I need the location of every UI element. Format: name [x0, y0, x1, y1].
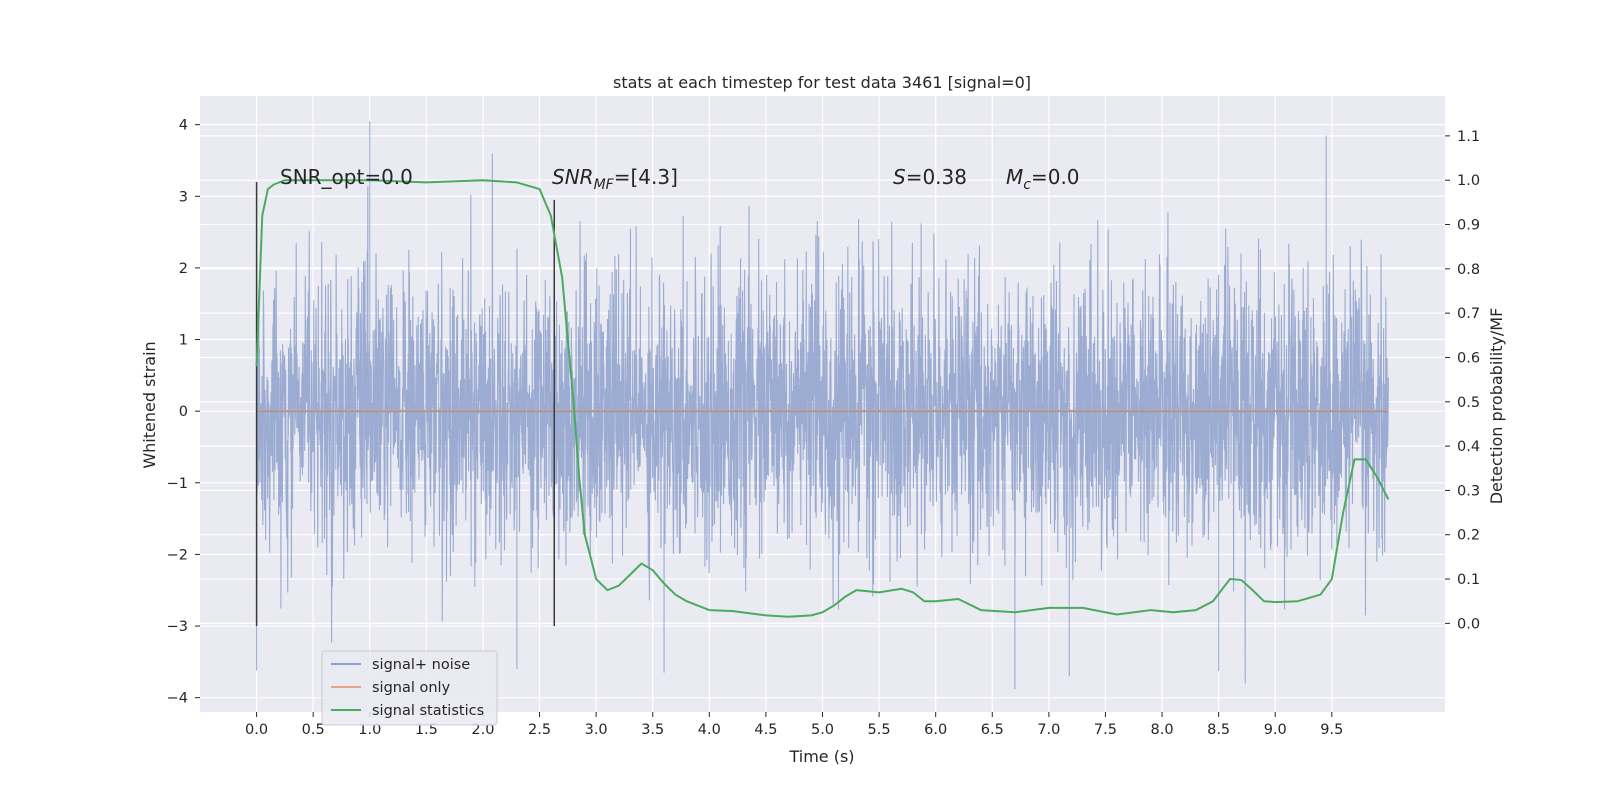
chart-title: stats at each timestep for test data 346… — [613, 73, 1031, 92]
y-right-tick-label: 0.0 — [1457, 616, 1480, 632]
y-right-tick-label: 0.7 — [1457, 306, 1480, 322]
x-axis-ticks: 0.0 0.5 1.0 1.5 2.0 2.5 3.0 3.5 4.0 4.5 5.0 5.5 6.0 6… — [245, 712, 1343, 738]
y-left-tick-label: 3 — [179, 189, 188, 205]
legend-label-signal-plus-noise: signal+ noise — [372, 657, 470, 673]
y-right-axis-label: Detection probability/MF — [1487, 308, 1506, 505]
y-left-tick-label: −1 — [167, 476, 188, 492]
y-left-tick-label: 4 — [179, 118, 188, 134]
x-tick-label: 0.0 — [245, 722, 268, 738]
legend-label-signal-statistics: signal statistics — [372, 703, 484, 719]
x-tick-label: 1.0 — [358, 722, 381, 738]
x-tick-label: 8.0 — [1151, 722, 1174, 738]
y-right-tick-label: 0.8 — [1457, 262, 1480, 278]
y-right-tick-label: 0.9 — [1457, 218, 1480, 234]
x-tick-label: 2.0 — [471, 722, 494, 738]
x-tick-label: 3.5 — [641, 722, 664, 738]
series-signal-statistics — [255, 179, 1390, 618]
legend-label-signal-only: signal only — [372, 680, 451, 696]
x-tick-label: 9.0 — [1264, 722, 1287, 738]
y-right-tick-label: 1.1 — [1457, 129, 1480, 145]
x-tick-label: 6.5 — [981, 722, 1004, 738]
y-right-axis-ticks: 0.0 0.1 0.2 0.3 0.4 0.5 0.6 0.7 0.8 0.9 1.0 1.1 — [1445, 129, 1480, 632]
x-tick-label: 2.5 — [528, 722, 551, 738]
y-right-tick-label: 0.1 — [1457, 572, 1480, 588]
x-tick-label: 5.5 — [868, 722, 891, 738]
x-tick-label: 0.5 — [302, 722, 325, 738]
x-tick-label: 8.5 — [1207, 722, 1230, 738]
y-right-tick-label: 1.0 — [1457, 173, 1480, 189]
series-signal-only — [256, 409, 1389, 413]
y-right-tick-label: 0.3 — [1457, 483, 1480, 499]
y-left-tick-label: −3 — [167, 619, 188, 635]
signal-statistics-line — [255, 179, 1390, 618]
y-left-tick-label: −2 — [167, 547, 188, 563]
y-left-tick-label: −4 — [167, 691, 188, 707]
y-left-tick-label: 0 — [179, 404, 188, 420]
y-right-tick-label: 0.2 — [1457, 528, 1480, 544]
x-tick-label: 5.0 — [811, 722, 834, 738]
y-right-tick-label: 0.5 — [1457, 395, 1480, 411]
y-left-tick-label: 2 — [179, 261, 188, 277]
x-tick-label: 9.5 — [1320, 722, 1343, 738]
x-tick-label: 7.0 — [1037, 722, 1060, 738]
x-tick-label: 4.5 — [754, 722, 777, 738]
x-tick-label: 6.0 — [924, 722, 947, 738]
x-axis-label: Time (s) — [788, 747, 854, 766]
x-tick-label: 1.5 — [415, 722, 438, 738]
x-tick-label: 3.0 — [585, 722, 608, 738]
annotation-snr-opt: SNR_opt=0.0 — [280, 165, 413, 189]
annotation-snr-mf: SNRMF=[4.3] — [552, 165, 678, 193]
x-tick-label: 4.0 — [698, 722, 721, 738]
y-left-tick-label: 1 — [179, 333, 188, 349]
legend-box — [321, 650, 498, 726]
y-left-axis-ticks: −4 −3 −2 −1 0 1 2 3 4 — [167, 118, 200, 707]
y-left-axis-label: Whitened strain — [140, 341, 159, 468]
x-tick-label: 7.5 — [1094, 722, 1117, 738]
y-right-tick-label: 0.6 — [1457, 350, 1480, 366]
annotation-mc: Mc=0.0 — [1006, 165, 1080, 193]
y-right-tick-label: 0.4 — [1457, 439, 1480, 455]
vertical-markers — [255, 181, 556, 627]
legend: signal+ noise signal only signal statist… — [321, 650, 498, 726]
annotation-s: S=0.38 — [893, 165, 967, 189]
